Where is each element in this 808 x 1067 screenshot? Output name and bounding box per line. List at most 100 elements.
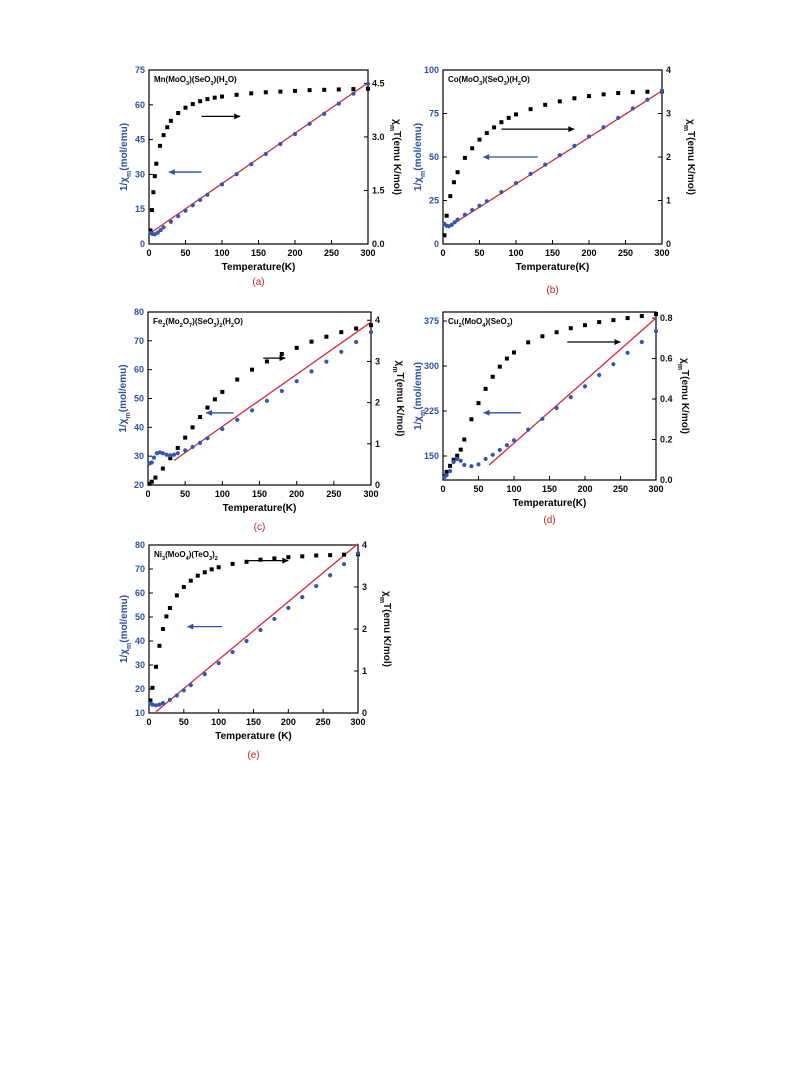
y-left-tick-label: 40 [135,636,145,646]
y-left-tick-label: 70 [135,564,145,574]
y-left-tick-label: 225 [424,406,439,416]
chiT-data-point [198,415,203,420]
chart-title-part: 4 [482,323,486,329]
y-left-axis-label-part: (mol/emu) [119,123,130,171]
y-left-tick-label: 375 [424,316,439,326]
y-left-axis-label-part: 1/χ [118,418,129,432]
chiT-data-point [528,107,533,112]
y-right-tick-label: 3.0 [372,132,385,142]
y-left-tick-label: 70 [134,336,144,346]
inverse-chi-data-point [161,225,166,230]
chiT-data-point [583,323,587,328]
inverse-chi-data-point [249,408,255,413]
chiT-data-point [212,397,217,402]
inverse-chi-data-point [294,379,299,384]
x-tick-label: 150 [252,489,267,499]
chiT-data-point [504,356,509,361]
chiT-data-point [160,627,165,631]
y-right-axis-label-part: χ [679,358,690,364]
inverse-chi-data-point [279,388,284,394]
y-left-axis-label-part: (mol/emu) [413,362,424,410]
chiT-data-point [451,180,456,185]
chart-title: Mn(MoO3)(SeO3)(H2O) [154,75,237,87]
y-left-axis-label-part: (mol/emu) [119,595,130,643]
inverse-chi-data-point [158,227,163,233]
inverse-chi-data-point [365,81,371,87]
chiT-data-point [442,233,447,238]
chiT-data-point [369,323,373,328]
chart-title-part: Mn(MoO [154,75,186,84]
chart-title-part: )(SeO [485,317,506,326]
chiT-data-point [557,99,562,104]
y-right-axis-label: χmT(emu K/mol) [389,119,403,195]
chiT-data-point [625,316,630,321]
chiT-data-point [250,367,255,372]
y-left-axis-label: 1/χm(mol/emu) [119,123,133,191]
chiT-data-point [230,561,235,566]
chiT-data-point [543,102,548,107]
chart-title-part: 4 [186,556,190,562]
y-left-axis-label-part: 1/χ [413,416,424,430]
chiT-data-point [161,133,166,138]
chart-title-part: (MoO [462,317,482,326]
y-left-tick-label: 10 [135,708,145,718]
chart-title-part: (H [222,317,231,326]
chiT-data-point [264,359,269,364]
x-tick-label: 100 [214,248,229,258]
inverse-chi-data-point [150,702,155,707]
inverse-chi-data-point [355,551,361,556]
x-axis-label: Temperature(K) [513,498,587,509]
chiT-data-point [309,339,314,344]
chart-title-part: ) [217,317,220,326]
chiT-data-point [470,146,475,151]
chiT-data-point [263,90,268,95]
chiT-data-point [153,475,158,480]
inverse-chi-data-point [174,693,179,698]
inverse-chi-data-point [511,438,517,443]
inverse-chi-data-point [659,88,665,93]
x-tick-label: 250 [326,489,341,499]
inverse-chi-data-point [540,416,545,421]
y-right-axis-label-part: m [677,364,684,370]
inverse-chi-data-point [568,395,573,400]
chiT-data-point [307,88,312,93]
y-right-axis-label: χmT(emu K/mol) [392,361,406,437]
y-right-tick-label: 0.2 [660,435,673,445]
chiT-data-point [611,318,616,323]
inverse-chi-data-point [630,106,635,111]
chart-panel-a: 0 50 100 150 200 250 300 0 15 30 45 60 75 0.0 1.5 3.0 4.… [119,65,402,288]
chiT-data-point [654,312,658,317]
chiT-data-point [286,555,291,560]
y-right-tick-label: 4 [362,540,367,550]
inverse-chi-data-point [611,362,616,367]
x-tick-label: 0 [440,248,445,258]
x-tick-label: 50 [180,248,190,258]
chiT-data-point [205,405,210,410]
inverse-chi-data-point [197,440,203,446]
chiT-data-point [147,481,152,486]
arrow-head-icon [614,339,621,345]
chiT-data-point [339,330,344,335]
inverse-chi-data-point [477,203,482,208]
inverse-chi-data-point [557,153,562,158]
arrow-head-icon [282,557,289,564]
y-left-tick-label: 0 [140,239,145,249]
inverse-chi-data-point [235,417,240,422]
chiT-data-point [244,559,249,564]
chart-panel-e: 0 50 100 150 200 250 300102030405060708001234T… [119,540,392,761]
x-tick-label: 50 [474,248,484,258]
arrow-head-icon [234,113,241,120]
y-right-tick-label: 1 [666,196,671,206]
x-tick-label: 0 [145,489,150,499]
chiT-data-point [164,614,169,619]
inverse-chi-data-point [368,330,374,335]
x-tick-label: 0 [146,717,151,727]
inverse-chi-data-point [258,627,263,633]
inverse-chi-data-point [513,181,519,186]
inverse-chi-data-point [653,329,659,334]
chiT-data-point [597,320,602,325]
inverse-chi-data-point [543,162,548,167]
y-right-axis-label-part: T(emu K/mol) [381,603,392,667]
chiT-data-point [293,88,297,93]
